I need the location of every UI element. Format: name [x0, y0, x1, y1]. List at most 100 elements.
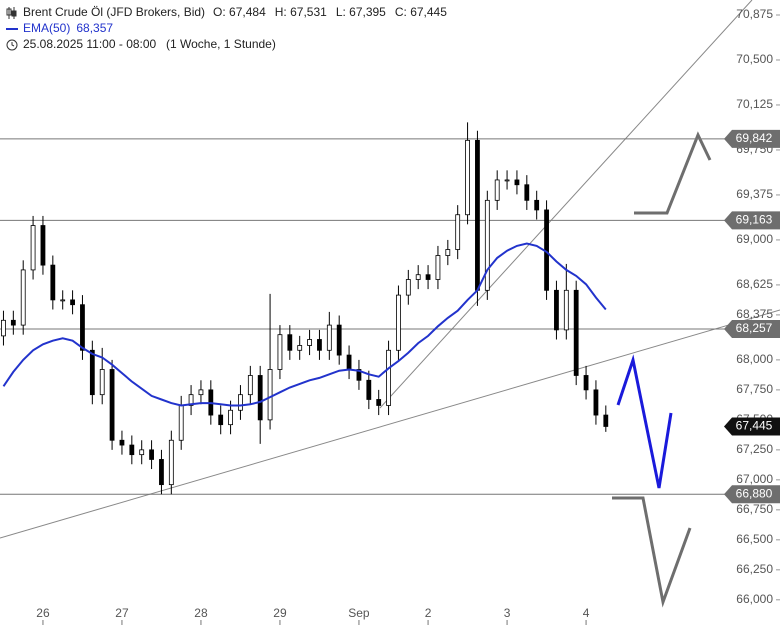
y-tick-label: 69,375: [736, 187, 773, 201]
candle-body: [465, 139, 470, 216]
legend: Brent Crude Öl (JFD Brokers, Bid) EMA(50…: [6, 5, 447, 51]
scenario-arrow: [612, 496, 692, 608]
scenario-arrow: [616, 354, 673, 489]
candle-body: [484, 199, 490, 291]
candle-body: [455, 214, 461, 250]
candle-body: [534, 199, 540, 211]
y-tick-label: 66,000: [736, 592, 773, 606]
candle-body: [10, 319, 16, 326]
y-tick-label: 66,750: [736, 502, 773, 516]
ohlc-label: O: 67,484: [213, 5, 266, 19]
candle-body: [109, 369, 115, 441]
candle-body: [326, 324, 332, 351]
candle-body: [435, 255, 441, 280]
x-tick-label: 26: [36, 606, 50, 620]
trend-line: [0, 309, 780, 539]
candle-body: [70, 299, 75, 306]
x-tick-label: 3: [504, 606, 511, 620]
level-label: 69,163: [736, 213, 773, 227]
candle-body: [287, 334, 293, 351]
candle-body: [40, 225, 46, 266]
candle-body: [563, 289, 569, 331]
candle-body: [159, 459, 164, 486]
x-tick-label: 28: [194, 606, 208, 620]
y-tick-label: 70,875: [736, 7, 773, 21]
candle-body: [30, 225, 36, 271]
ohlc-label: H: 67,531: [275, 5, 327, 19]
candle-body: [119, 439, 125, 446]
x-tick-label: 29: [273, 606, 287, 620]
candle-body: [386, 349, 391, 406]
y-tick-label: 67,750: [736, 382, 773, 396]
y-tick-label: 68,000: [736, 352, 773, 366]
candle-body: [346, 354, 352, 370]
y-tick-label: 68,375: [736, 307, 773, 321]
y-tick-label: 67,250: [736, 442, 773, 456]
candle-body: [247, 375, 253, 396]
clock-icon: [11, 42, 15, 47]
drawings: [0, 0, 780, 608]
candle-body: [396, 294, 401, 351]
y-tick-label: 66,500: [736, 532, 773, 546]
candle-body: [198, 389, 204, 396]
scenario-arrow: [634, 131, 712, 215]
candle-body: [168, 439, 174, 486]
x-tick-label: 27: [115, 606, 129, 620]
candle-body: [297, 345, 303, 351]
instrument-name: Brent Crude Öl (JFD Brokers, Bid): [23, 5, 205, 19]
level-label-bg: [724, 320, 780, 339]
candle-body: [514, 179, 520, 186]
level-label: 68,257: [736, 321, 773, 335]
candle-body: [20, 269, 26, 326]
candle-body: [405, 279, 411, 296]
ema-line: [2, 242, 607, 407]
candle-body: [60, 299, 66, 302]
level-label-bg: [724, 129, 780, 148]
x-tick-label: 4: [583, 606, 590, 620]
candle-body: [277, 334, 283, 370]
candle-body: [445, 249, 451, 256]
last-price-label: 67,445: [736, 419, 773, 433]
ohlc-label: C: 67,445: [395, 5, 447, 19]
candle-body: [524, 184, 530, 201]
candle-body: [307, 339, 312, 346]
candle-body: [188, 394, 194, 406]
candle-body: [475, 139, 480, 291]
candle-body: [129, 444, 135, 456]
candle-body: [336, 324, 342, 356]
candle-body: [504, 179, 510, 182]
candle-body: [218, 414, 224, 426]
period: (1 Woche, 1 Stunde): [166, 37, 276, 51]
clock-icon: [6, 39, 18, 51]
candle-body: [99, 369, 105, 396]
level-label-bg: [724, 211, 780, 230]
candle-body: [425, 274, 431, 280]
candle-body: [317, 339, 322, 351]
y-tick-label: 69,000: [736, 232, 773, 246]
ema-value: 68,357: [76, 21, 113, 35]
candle-body: [573, 289, 579, 376]
candle-body: [80, 304, 85, 351]
ohlc-label: L: 67,395: [336, 5, 386, 19]
level-label: 69,842: [736, 131, 773, 145]
candle-body: [139, 449, 145, 456]
candle-body: [603, 414, 609, 427]
candle-body: [178, 405, 184, 441]
candle-body: [415, 274, 421, 280]
candle-body: [89, 349, 95, 396]
candle-body: [238, 394, 243, 411]
candle-icon: [6, 7, 17, 19]
candle-body: [593, 389, 599, 416]
level-label: 66,880: [736, 486, 773, 500]
y-axis: 66,00066,25066,50066,75067,00067,25067,5…: [736, 7, 780, 606]
candle-body: [366, 379, 372, 400]
y-tick-label: 67,000: [736, 472, 773, 486]
ema-name: EMA(50): [23, 21, 70, 35]
y-tick-label: 68,625: [736, 277, 773, 291]
candle-body: [257, 375, 263, 421]
candle-body: [583, 375, 589, 391]
y-tick-label: 70,500: [736, 52, 773, 66]
candle-body: [267, 369, 273, 421]
candles: [1, 122, 609, 495]
